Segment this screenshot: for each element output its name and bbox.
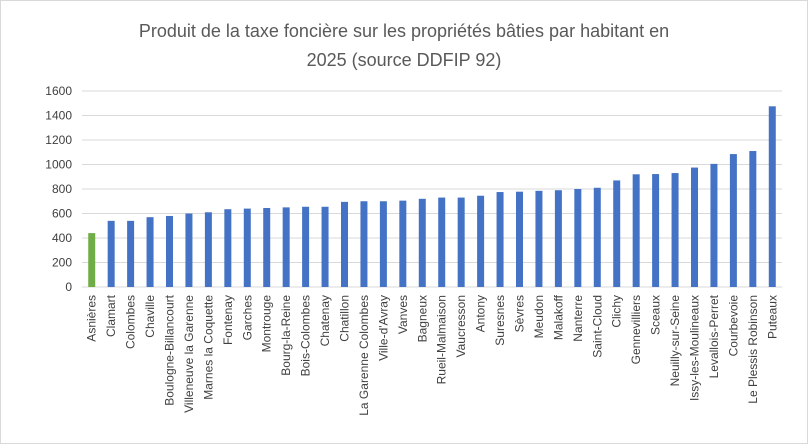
x-tick-label: Le Plessis Robinson bbox=[746, 295, 760, 404]
gridlines bbox=[82, 90, 782, 288]
bar-26 bbox=[593, 187, 601, 287]
bar-29 bbox=[652, 174, 660, 287]
x-tick-label: Levallois-Perret bbox=[707, 294, 721, 378]
x-tick-label: Suresnes bbox=[493, 295, 507, 346]
x-tick-label: Rueil-Malmaison bbox=[435, 295, 449, 384]
x-tick-label: Clamart bbox=[104, 294, 118, 337]
x-tick-label: Saint-Cloud bbox=[590, 295, 604, 358]
y-tick-label: 0 bbox=[65, 280, 72, 294]
x-tick-label: Vaucresson bbox=[454, 295, 468, 357]
bar-6 bbox=[204, 212, 212, 287]
x-tick-label: Chaville bbox=[143, 295, 157, 338]
bar-5 bbox=[185, 213, 193, 287]
bar-12 bbox=[321, 206, 329, 287]
y-tick-label: 400 bbox=[52, 231, 72, 245]
x-tick-label: Villeneuve la Garenne bbox=[182, 295, 196, 413]
bars bbox=[88, 106, 776, 287]
y-tick-label: 1200 bbox=[45, 133, 72, 147]
bar-23 bbox=[535, 190, 543, 287]
x-tick-label: Bois-Colombes bbox=[299, 295, 313, 376]
bar-33 bbox=[729, 154, 737, 287]
y-tick-label: 600 bbox=[52, 207, 72, 221]
x-tick-label: Ville-d'Avray bbox=[376, 295, 390, 361]
y-tick-label: 800 bbox=[52, 182, 72, 196]
x-tick-label: Sèvres bbox=[513, 295, 527, 332]
x-tick-label: Garches bbox=[240, 295, 254, 340]
bar-21 bbox=[496, 192, 504, 287]
x-tick-label: Vanves bbox=[396, 295, 410, 334]
x-tick-label: Montrouge bbox=[260, 295, 274, 353]
bar-34 bbox=[749, 151, 757, 287]
bar-11 bbox=[302, 206, 310, 287]
bar-1 bbox=[107, 220, 115, 287]
bar-4 bbox=[166, 215, 173, 287]
bar-2 bbox=[127, 220, 135, 287]
x-tick-label: Gennevilliers bbox=[629, 295, 643, 364]
x-tick-label: Antony bbox=[474, 295, 488, 332]
x-tick-label: Clichy bbox=[610, 295, 624, 328]
x-tick-label: Issy-les-Moulineaux bbox=[688, 295, 702, 401]
bar-27 bbox=[613, 180, 621, 287]
bar-20 bbox=[477, 195, 485, 287]
x-tick-label: Chatenay bbox=[318, 295, 332, 346]
bar-14 bbox=[360, 201, 368, 287]
bar-28 bbox=[632, 174, 640, 287]
bar-31 bbox=[691, 167, 698, 287]
bar-16 bbox=[399, 200, 407, 287]
x-tick-label: Sceaux bbox=[649, 295, 663, 335]
x-tick-label: Bagneux bbox=[415, 295, 429, 342]
x-tick-label: Bourg-la-Reine bbox=[279, 295, 293, 376]
x-tick-label: Asnières bbox=[85, 295, 99, 342]
x-tick-label: Neuilly-sur-Seine bbox=[668, 295, 682, 387]
chart-title-line-1: Produit de la taxe foncière sur les prop… bbox=[139, 21, 669, 41]
bar-0 bbox=[88, 233, 96, 287]
bar-10 bbox=[282, 207, 290, 287]
bar-24 bbox=[554, 190, 562, 287]
x-tick-label: La Garenne Colombes bbox=[357, 295, 371, 416]
bar-22 bbox=[516, 191, 523, 287]
bar-9 bbox=[263, 207, 271, 287]
y-tick-label: 1000 bbox=[45, 158, 72, 172]
bar-18 bbox=[438, 197, 446, 287]
x-tick-label: Courbevoie bbox=[726, 295, 740, 357]
x-tick-label: Chatillon bbox=[338, 295, 352, 342]
x-tick-label: Meudon bbox=[532, 295, 546, 338]
y-tick-label: 1400 bbox=[45, 109, 72, 123]
bar-15 bbox=[379, 201, 387, 287]
y-axis: 0 200 400 600 800 1000 1200 1400 1600 bbox=[45, 84, 72, 294]
x-tick-label: Colombes bbox=[124, 295, 138, 349]
bar-32 bbox=[710, 163, 718, 287]
bar-3 bbox=[146, 217, 154, 287]
x-tick-label: Nanterre bbox=[571, 295, 585, 342]
x-tick-label: Malakoff bbox=[551, 294, 565, 340]
x-tick-label: Puteaux bbox=[765, 295, 779, 339]
bar-7 bbox=[224, 209, 232, 287]
x-tick-label: Fontenay bbox=[221, 295, 235, 345]
x-tick-label: Boulogne-Billancourt bbox=[163, 294, 177, 405]
y-tick-label: 1600 bbox=[45, 84, 72, 98]
bar-13 bbox=[341, 201, 348, 287]
x-tick-label: Marnes la Coquette bbox=[201, 295, 215, 400]
bar-30 bbox=[671, 173, 679, 287]
bar-19 bbox=[457, 197, 465, 287]
bar-17 bbox=[418, 198, 426, 287]
bar-25 bbox=[574, 189, 582, 287]
bar-8 bbox=[243, 208, 251, 287]
bar-35 bbox=[768, 106, 776, 287]
y-tick-label: 200 bbox=[52, 256, 72, 270]
x-axis: Asnières Clamart Colombes Chaville Boulogne-… bbox=[85, 294, 780, 415]
chart-title-line-2: 2025 (source DDFIP 92) bbox=[307, 50, 502, 70]
